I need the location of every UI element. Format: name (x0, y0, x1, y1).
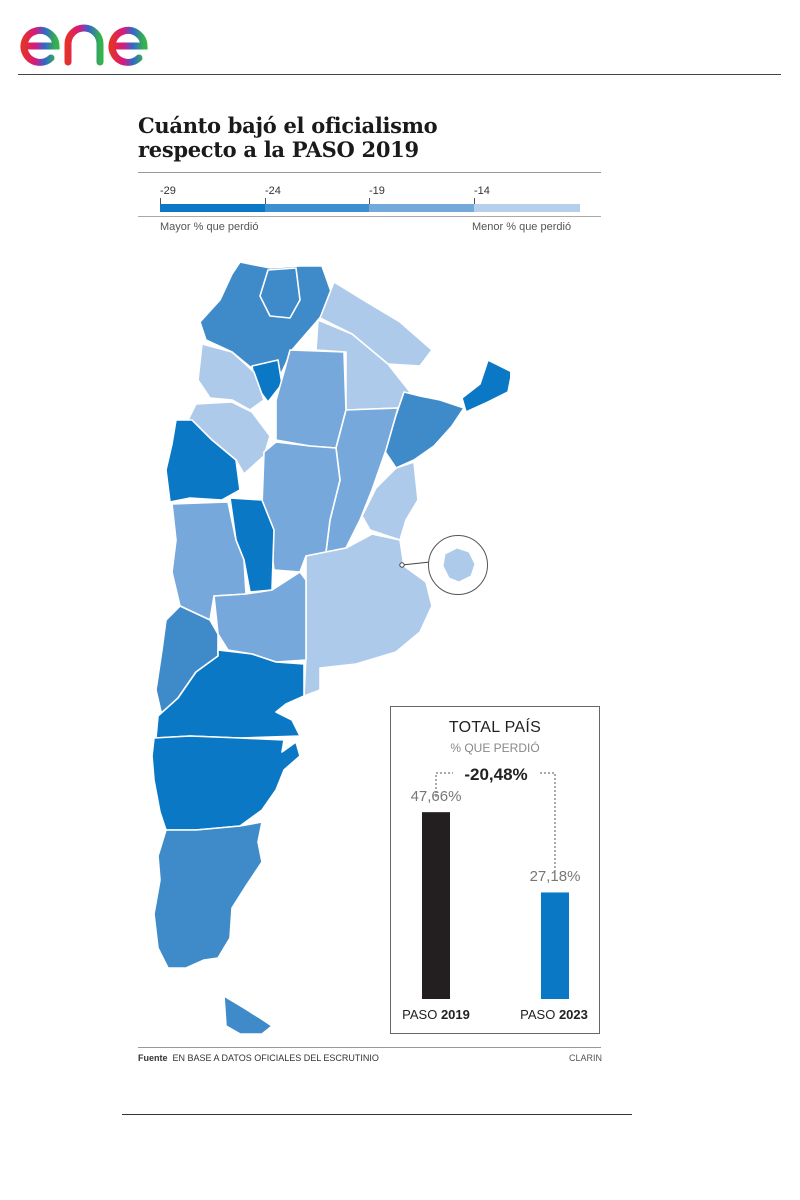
province-lapampa (213, 571, 307, 663)
province-catamarca (197, 343, 265, 411)
bar-label-2023-prefix: PASO (520, 1007, 556, 1022)
total-country-panel: TOTAL PAÍS % QUE PERDIÓ -20,48% 47,66% 2… (390, 706, 600, 1034)
province-santiago (275, 349, 347, 449)
province-sanjuan (165, 419, 241, 503)
bar-label-2019-prefix: PASO (402, 1007, 438, 1022)
title-divider (138, 172, 601, 173)
legend-swatch-4 (474, 204, 580, 212)
bar-label-2023-year: 2023 (558, 1007, 588, 1022)
total-bar-chart (422, 772, 569, 999)
legend-tick-1: -29 (160, 185, 176, 197)
bar-label-2019: PASO 2019 (391, 1007, 481, 1022)
chart-title-line-2: respecto a la PASO 2019 (138, 137, 419, 162)
province-formosa (319, 281, 433, 367)
chart-title-line-1: Cuánto bajó el oficialismo (138, 113, 438, 138)
legend-color-scale (160, 204, 580, 212)
enel-logo (20, 6, 170, 66)
bar-2019 (422, 812, 450, 999)
caba-pointer-dot (399, 562, 405, 568)
total-subtitle: % QUE PERDIÓ (450, 741, 540, 755)
province-misiones (461, 359, 510, 413)
legend-swatch-1 (160, 204, 265, 212)
province-jujuy (259, 267, 301, 319)
total-difference: -20,48% (453, 765, 539, 785)
credit: CLARIN (568, 1053, 602, 1063)
province-tierradelfuego (223, 995, 273, 1035)
bar-2023 (541, 892, 569, 999)
legend-tick-2: -24 (265, 185, 281, 197)
province-buenosaires (303, 533, 433, 697)
province-chubut (151, 735, 301, 831)
header-divider (18, 74, 781, 75)
legend-swatch-2 (265, 204, 369, 212)
caba-shape (442, 547, 476, 583)
legend-tick-3: -19 (369, 185, 385, 197)
legend-tick-4: -14 (474, 185, 490, 197)
bar-value-2023: 27,18% (529, 868, 581, 886)
source-text: EN BASE A DATOS OFICIALES DEL ESCRUTINIO (172, 1053, 379, 1063)
legend-swatch-3 (369, 204, 474, 212)
legend-left-label: Mayor % que perdió (160, 221, 259, 233)
page-bottom-rule (122, 1114, 632, 1115)
total-title: TOTAL PAÍS (448, 719, 542, 736)
difference-bracket (435, 772, 556, 871)
caba-inset (428, 535, 488, 595)
caba-pointer-line (401, 561, 431, 566)
chart-title: Cuánto bajó el oficialismo respecto a la… (138, 114, 608, 162)
source-label: Fuente (138, 1053, 168, 1063)
province-santacruz (153, 821, 263, 969)
bar-label-2019-year: 2019 (440, 1007, 470, 1022)
footer-divider (138, 1047, 601, 1048)
bar-label-2023: PASO 2023 (509, 1007, 599, 1022)
bar-value-2019: 47,66% (410, 788, 462, 806)
province-corrientes (383, 391, 465, 469)
province-rionegro (155, 649, 305, 739)
argentina-map (151, 261, 510, 1035)
legend-divider (138, 216, 601, 217)
source-note: Fuente EN BASE A DATOS OFICIALES DEL ESCR… (138, 1053, 379, 1063)
legend-right-label: Menor % que perdió (472, 221, 572, 233)
